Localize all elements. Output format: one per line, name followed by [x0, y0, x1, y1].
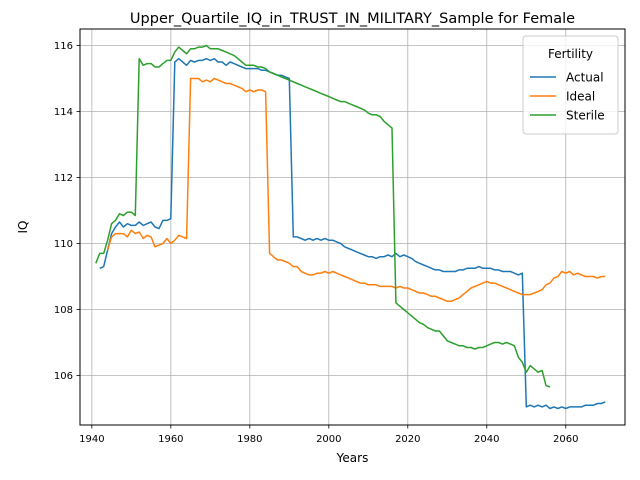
x-tick-label: 1980	[237, 434, 262, 445]
y-tick-label: 114	[54, 107, 73, 118]
x-tick-label: 1940	[79, 434, 104, 445]
x-axis-label: Years	[336, 451, 369, 465]
grid	[80, 29, 625, 425]
legend: Fertility Actual Ideal Sterile	[522, 35, 619, 135]
x-tick-label: 2040	[474, 434, 499, 445]
legend-title: Fertility	[548, 47, 593, 61]
x-axis-ticks: 1940 1960 1980 2000 2020 2040 2060	[79, 425, 578, 445]
x-tick-label: 2020	[395, 434, 420, 445]
x-tick-label: 1960	[158, 434, 183, 445]
legend-label-sterile: Sterile	[566, 109, 605, 123]
y-tick-label: 110	[54, 239, 73, 250]
y-tick-label: 108	[54, 305, 73, 316]
series-line-sterile	[95, 44, 551, 388]
chart-title: Upper_Quartile_IQ_in_TRUST_IN_MILITARY_S…	[130, 11, 575, 27]
plot-frame	[79, 28, 626, 426]
series-lines	[95, 44, 606, 410]
legend-box	[522, 35, 619, 135]
y-axis-label: IQ	[16, 221, 30, 234]
series-line-ideal	[106, 77, 606, 303]
x-tick-label: 2060	[553, 434, 578, 445]
y-axis-ticks: 106 108 110 112 114 116	[54, 41, 80, 382]
series-line-actual	[99, 57, 606, 410]
x-tick-label: 2000	[316, 434, 341, 445]
y-tick-label: 106	[54, 371, 73, 382]
legend-label-ideal: Ideal	[566, 90, 595, 104]
legend-label-actual: Actual	[566, 71, 604, 85]
y-tick-label: 112	[54, 173, 73, 184]
y-tick-label: 116	[54, 41, 73, 52]
